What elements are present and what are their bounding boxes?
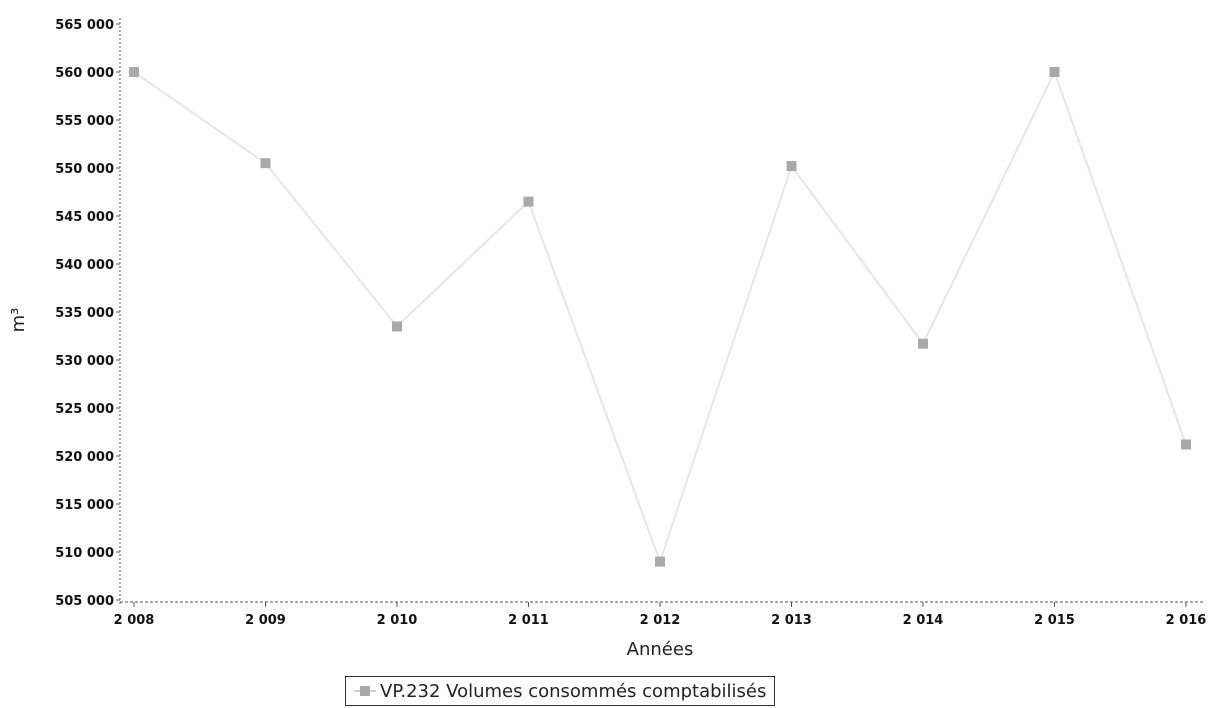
data-point xyxy=(523,196,534,207)
y-tick-label: 535 000 xyxy=(55,306,114,321)
x-tick-label: 2 016 xyxy=(1166,613,1207,628)
series-line xyxy=(133,69,1187,565)
y-tick-label: 510 000 xyxy=(55,546,114,561)
data-point xyxy=(1181,439,1191,450)
x-axis: 2 008 2 009 2 010 2 011 2 012 2 013 2 014 2 015… xyxy=(114,601,1207,628)
legend: VP.232 Volumes consommés comptabilisés xyxy=(345,676,776,706)
data-point xyxy=(786,161,797,172)
x-tick-label: 2 012 xyxy=(640,613,681,628)
y-axis: 505 000 510 000 515 000 520 000 525 000 530 0… xyxy=(55,18,121,609)
data-point xyxy=(260,158,271,169)
data-point xyxy=(392,321,402,332)
y-tick-label: 555 000 xyxy=(55,114,114,129)
y-tick-label: 505 000 xyxy=(55,594,114,609)
y-tick-label: 560 000 xyxy=(55,66,114,81)
x-tick-label: 2 014 xyxy=(903,613,944,628)
data-point xyxy=(918,338,928,349)
x-tick-label: 2 011 xyxy=(508,613,549,628)
y-tick-label: 550 000 xyxy=(55,162,114,177)
x-axis-title: Années xyxy=(627,639,694,660)
x-tick-label: 2 009 xyxy=(245,613,286,628)
y-tick-label: 520 000 xyxy=(55,450,114,465)
x-tick-label: 2 013 xyxy=(771,613,812,628)
data-point xyxy=(1049,67,1060,77)
y-axis-title: m³ xyxy=(8,308,29,333)
data-point xyxy=(655,556,665,567)
x-tick-label: 2 010 xyxy=(377,613,418,628)
data-point xyxy=(129,67,139,77)
y-tick-label: 540 000 xyxy=(55,258,114,273)
y-tick-label: 515 000 xyxy=(55,498,114,513)
x-tick-label: 2 015 xyxy=(1034,613,1075,628)
legend-series-marker xyxy=(354,684,376,698)
x-tick-label: 2 008 xyxy=(114,613,155,628)
y-tick-label: 565 000 xyxy=(55,18,114,33)
line-chart: 505 000 510 000 515 000 520 000 525 000 530 0… xyxy=(8,18,1207,660)
series-plot xyxy=(129,67,1191,567)
y-tick-label: 545 000 xyxy=(55,210,114,225)
y-tick-label: 530 000 xyxy=(55,354,114,369)
y-tick-label: 525 000 xyxy=(55,402,114,417)
legend-series-label: VP.232 Volumes consommés comptabilisés xyxy=(380,680,767,702)
